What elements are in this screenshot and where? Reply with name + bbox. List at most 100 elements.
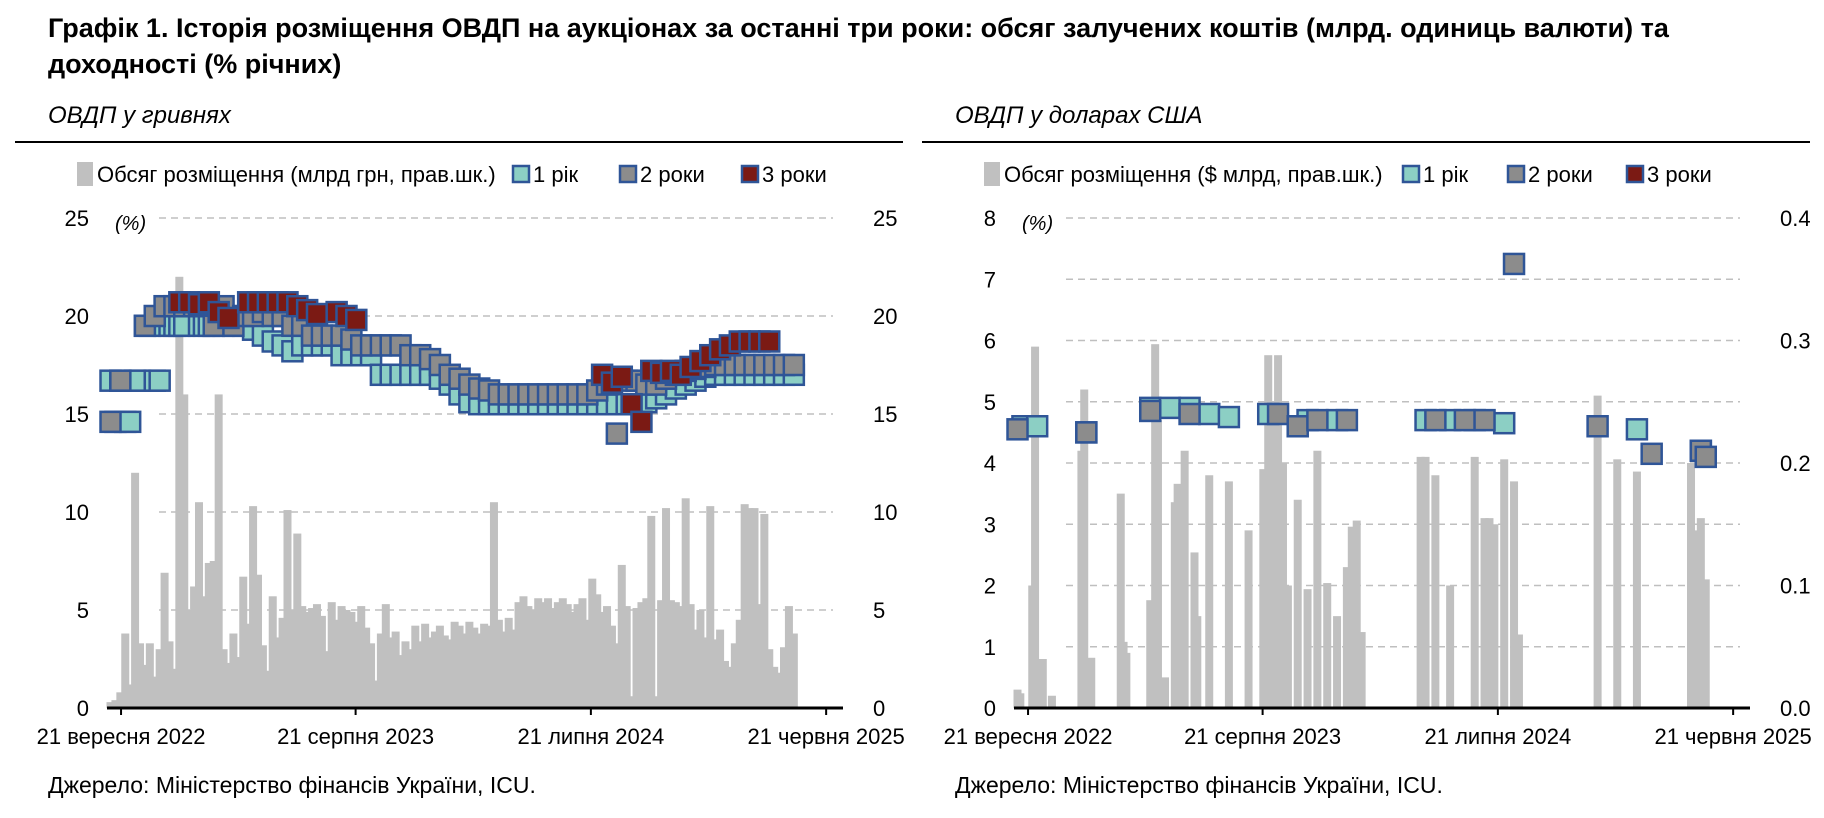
volume-bar [578,598,587,708]
volume-bar [332,619,341,708]
x-tick-label: 21 липня 2024 [1425,724,1572,749]
one-year-marker [1158,396,1182,420]
volume-bar [789,633,798,708]
volume-bar [185,610,194,708]
two-year-marker [1006,418,1029,441]
volume-bar [740,504,749,708]
volume-bar [190,586,199,708]
two-year-marker [1586,415,1609,438]
legend-label: Обсяг розміщення ($ млрд, прав.шк.) [1004,162,1383,187]
volume-bar [136,643,145,708]
one-year-marker [1625,418,1649,441]
volume-bar [706,506,715,708]
volume-bar [376,633,385,708]
volume-bar [308,608,317,708]
volume-bar [312,604,321,708]
two-year-marker [1694,445,1718,469]
volume-bar [568,611,577,708]
volume-bar [1696,518,1705,708]
volume-bar [1347,526,1356,708]
volume-bar [666,600,675,708]
volume-bar [155,649,164,708]
volume-bar [131,472,140,708]
volume-bar [662,508,671,708]
volume-bar [317,615,326,708]
volume-bar [244,623,253,708]
volume-bar [1421,456,1430,708]
two-year-marker [782,353,806,377]
legend-swatch-volume [77,162,93,186]
y-tick-label-left: 3 [984,512,996,537]
volume-bar [617,564,626,708]
volume-bar [514,602,523,708]
y-tick-label-right: 20 [873,304,897,329]
volume-bar [1180,450,1189,708]
volume-bar [1205,475,1214,708]
one-year-marker [1025,415,1049,438]
volume-bar [622,606,631,708]
volume-bar [1293,499,1302,708]
volume-bar [558,598,567,708]
volume-bar [489,502,498,708]
two-year-marker [1424,408,1447,432]
volume-bar [1490,524,1499,708]
volume-bar [1687,463,1696,708]
volume-bar [367,643,376,708]
volume-bar [170,668,179,708]
volume-bar [534,598,543,708]
volume-bar [165,641,174,708]
legend-label: 3 роки [762,162,827,187]
volume-bar [465,621,474,708]
volume-bar [229,633,238,708]
y-tick-label-left: 8 [984,206,996,231]
three-year-marker [630,410,653,434]
y-tick-label-left: 25 [65,206,89,231]
volume-bar [745,508,754,708]
two-year-marker [1266,402,1290,426]
volume-bar [322,651,331,708]
volume-bar [1122,652,1131,708]
three-year-marker [305,302,329,326]
volume-bar [504,617,513,708]
volume-bar [1632,471,1641,708]
volume-bar [637,602,646,708]
volume-bar [529,610,538,708]
two-year-marker [1453,408,1477,432]
volume-bar [426,637,435,708]
volume-bar [470,627,479,708]
volume-bar [145,643,154,708]
y-tick-label-left: 1 [984,635,996,660]
y-tick-label-left: 6 [984,329,996,354]
y-tick-label-right: 10 [873,500,897,525]
volume-bar [430,631,439,708]
volume-bar [1593,395,1602,708]
y-tick-label-left: 4 [984,451,996,476]
volume-bar [1047,695,1056,708]
volume-bar [755,604,764,708]
two-year-marker [1473,408,1496,432]
volume-bar [1446,585,1455,708]
volume-bar [494,619,503,708]
volume-bar [450,621,459,708]
volume-bar [371,680,380,708]
volume-bar [411,625,420,708]
volume-bar [1031,346,1040,708]
volume-bar [686,604,695,708]
volume-bar [204,562,213,708]
left-panel-rule [15,141,903,143]
volume-bar [563,604,572,708]
volume-bar [219,649,228,708]
volume-bar [440,635,449,708]
volume-bar [253,574,262,708]
legend-swatch-one-year [511,164,531,184]
volume-bar [421,623,430,708]
volume-bar [381,604,390,708]
volume-bar [263,670,272,708]
volume-bar [435,625,444,708]
volume-bar [224,662,233,708]
three-year-marker [758,330,781,353]
volume-bar [598,611,607,708]
volume-bar [573,604,582,708]
volume-bar [1153,420,1162,708]
volume-bar [268,596,277,708]
